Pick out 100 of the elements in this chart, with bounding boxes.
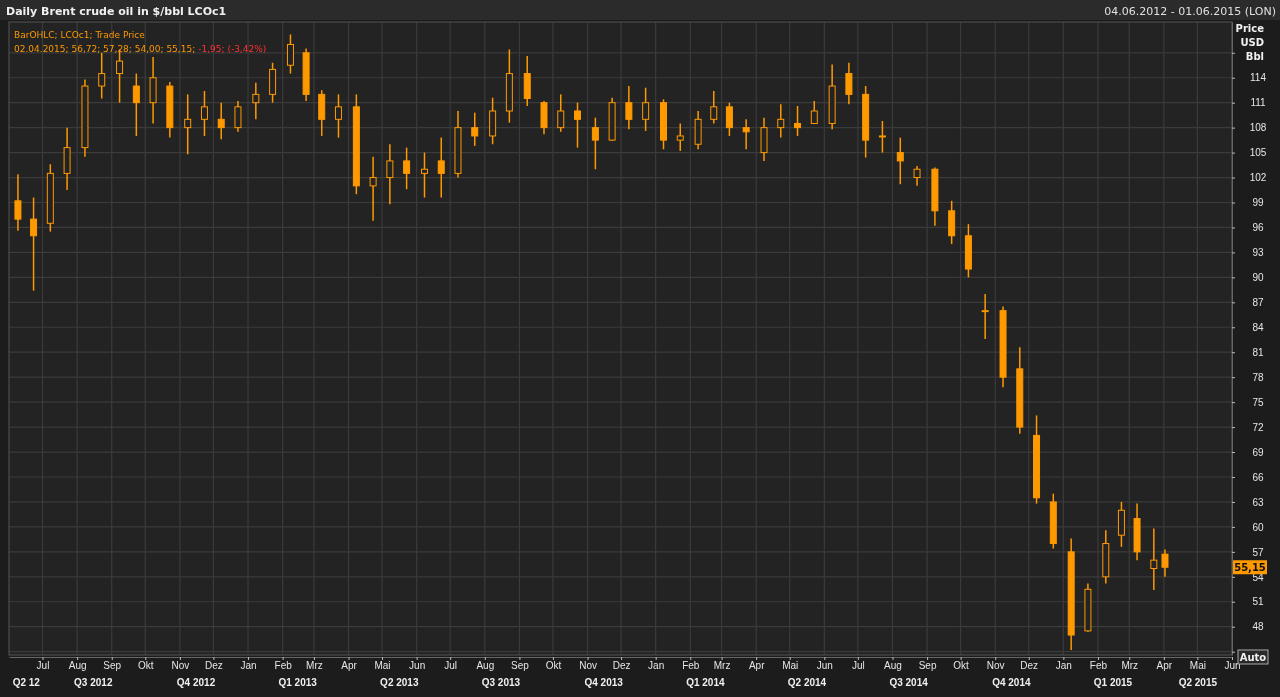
y-tick-label: 60 [1252,521,1264,533]
candlestick [334,93,342,139]
annotation: 55,15 [1234,562,1266,574]
y-tick-label: 72 [1252,421,1264,433]
y-tick-label: 96 [1252,222,1264,234]
candlestick [420,151,428,199]
x-tick-label: Apr [748,660,766,671]
annotation: BarOHLC; LCOc1; Trade Price [14,30,146,40]
x-tick-label: Jan [1055,660,1072,671]
x-tick-label: Mai [1189,660,1206,671]
annotation: 02.04.2015; 56,72; 57,28; 54,00; 55,15; [14,44,196,54]
x-tick-label: Feb [682,660,700,671]
x2-tick-label: Q2 2014 [787,676,827,688]
candlestick [725,101,733,137]
candlestick [286,33,294,75]
x-tick-label: Jan [648,660,665,671]
y-tick-label: 81 [1252,346,1264,358]
y-axis-title: Price USD Bbl [1235,23,1265,62]
x-tick-label: Mrz [306,660,323,671]
candlestick [913,165,921,187]
x2-tick-label: Q4 2013 [584,676,624,688]
candlestick [252,81,260,121]
candlestick [625,85,633,131]
x-tick-label: Sep [103,660,122,671]
y-tick-label: 108 [1249,122,1267,134]
candlestick [642,86,650,132]
x2-tick-label: Q4 2012 [176,676,216,688]
candlestick [234,100,242,133]
x2-tick-label: Q2 2015 [1178,676,1218,688]
candlestick [845,62,853,106]
x-tick-label: Nov [171,660,190,671]
auto-button: Auto [1237,649,1269,665]
candlestick [184,93,192,156]
x2-tick-label: Q3 2014 [889,676,929,688]
x-tick-label: Jul [444,660,458,671]
y-tick-label: 57 [1252,546,1264,558]
x-tick-label: Feb [1089,660,1108,671]
x-tick-label: Sep [511,660,530,671]
x2-tick-label: Q1 2013 [278,676,318,688]
x-tick-label: Jun [409,660,426,671]
y-tick-label: 51 [1252,596,1264,608]
x2-tick-label: Q2 2013 [380,676,419,688]
chart-title: Daily Brent crude oil in $/bbl LCOc1 [6,5,227,18]
candlestick [1161,548,1169,578]
y-tick-label: 48 [1252,621,1264,633]
y-tick-label: 69 [1252,446,1264,458]
candlestick [132,72,140,137]
x2-tick-label: Q2 12 [12,676,41,688]
candlestick [98,52,106,100]
x-tick-label: Aug [884,660,902,671]
x2-tick-label: Q4 2014 [992,676,1031,688]
candlestick [710,90,718,125]
x-tick-label: Dez [1020,660,1039,671]
y-tick-label: 63 [1252,496,1264,508]
candlestick [742,118,750,151]
candlestick [810,100,818,125]
x-tick-label: Sep [918,660,937,671]
y-tick-label: 84 [1252,321,1264,333]
y-tick-label: 105 [1249,147,1267,159]
x2-tick-label: Q3 2013 [481,676,521,688]
candlestick [369,156,377,222]
x-tick-label: Jan [240,660,257,671]
candlestick [981,293,989,340]
candlestick [676,122,684,152]
y-tick-label: 99 [1252,197,1264,209]
x-tick-label: Okt [953,660,970,671]
x-tick-label: Okt [545,660,562,671]
x-tick-label: Dez [612,660,631,671]
x2-tick-label: Q1 2015 [1093,676,1133,688]
x-tick-label: Dez [204,660,223,671]
y-tick-label: 87 [1252,297,1264,309]
candlestick [471,111,479,147]
candlestick [1150,527,1158,591]
candlestick [794,105,802,137]
candlestick [14,173,22,232]
y-tick-label: 75 [1252,396,1264,408]
y-tick-label: 78 [1252,371,1264,383]
x-tick-label: Aug [476,660,495,671]
x-tick-label: Okt [137,660,154,671]
candlestick [557,93,565,133]
x-tick-label: Feb [274,660,293,671]
candlestick [591,116,599,170]
annotation: -1,95; (-3,42%) [198,44,267,54]
x2-tick-label: Q1 2014 [686,676,725,688]
candlestick [437,136,445,199]
candlestick [30,196,38,292]
x-tick-label: Mai [374,660,391,671]
x-tick-label: Mrz [713,660,731,671]
x-tick-label: Mai [782,660,799,671]
chart-subtitle: 04.06.2012 - 01.06.2015 (LON) [1104,5,1276,18]
candlestick [386,143,394,205]
x-tick-label: Apr [341,660,358,671]
x-tick-label: Nov [986,660,1005,671]
y-tick-label: 93 [1252,247,1264,259]
y-tick-label: 66 [1252,471,1264,483]
x-tick-label: Jun [816,660,833,671]
x2-tick-label: Q3 2012 [74,676,113,688]
candlestick [574,101,581,149]
candlestick [403,146,411,190]
x-tick-label: Nov [579,660,597,671]
